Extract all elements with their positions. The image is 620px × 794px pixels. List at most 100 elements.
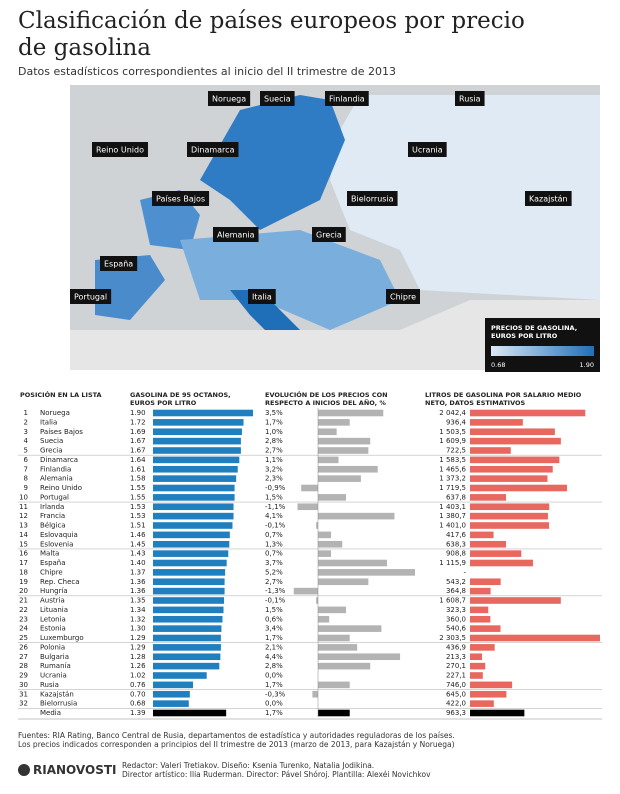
liters-label: 1 403,1 [439,503,466,511]
evolution-bar [318,625,382,632]
liters-label: 422,0 [446,700,466,708]
liters-label: 323,3 [446,606,466,614]
liters-bar [470,522,550,529]
price-label: 0.76 [130,681,146,689]
position: 7 [24,465,28,473]
map-label: Reino Unido [96,146,144,155]
price-bar [153,484,235,492]
position: 8 [24,475,28,483]
position: 3 [24,428,28,436]
liters-label: 2 042,4 [439,409,466,417]
price-bar [153,653,221,661]
price-label: 1.67 [130,447,146,455]
evolution-bar [318,475,361,482]
evolution-label: -0,1% [265,522,286,530]
position: 23 [19,615,28,623]
evolution-label: 2,8% [265,662,283,670]
price-label: 1.72 [130,418,146,426]
map-label: Portugal [74,293,107,302]
liters-bar [470,634,600,642]
price-label: 1.67 [130,437,146,445]
liters-label: 213,3 [446,653,466,661]
liters-bar [470,447,511,454]
price-label: 1.36 [130,578,146,586]
country: Eslovaquia [40,531,78,539]
price-label: 1.58 [130,475,146,483]
country: Media [40,709,61,717]
liters-bar [470,690,507,698]
liters-bar [470,531,494,539]
evolution-label: 2,7% [265,578,283,586]
land [95,255,165,320]
liters-label: 637,8 [446,493,466,501]
country: Irlanda [40,503,64,511]
liters-bar [470,662,486,670]
liters-label: 227,1 [446,672,466,680]
evolution-label: 0,7% [265,550,283,558]
map-label: Suecia [264,95,291,104]
price-bar [153,709,227,717]
evolution-label: 1,5% [265,606,283,614]
country: Chipre [40,568,63,576]
evolution-bar [316,597,318,604]
column-header: EVOLUCIÓN DE LOS PRECIOS CON [265,390,388,399]
evolution-bar [318,634,350,642]
price-label: 1.55 [130,484,146,492]
map-label-box [325,91,369,106]
price-bar [153,700,189,707]
title-line: de gasolina [18,35,151,61]
logo: RIANOVOSTI [33,763,116,777]
price-label: 1.29 [130,643,146,651]
liters-label: 746,0 [446,681,466,689]
liters-label: 1 583,5 [439,456,466,464]
liters-bar [470,512,548,520]
price-label: 1.69 [130,428,146,436]
price-label: 1.35 [130,597,146,605]
liters-label: 1 465,6 [439,465,466,473]
land [180,230,400,330]
position: 20 [19,587,28,595]
column-header: NETO, DATOS ESTIMATIVOS [425,399,526,407]
evolution-label: 2,7% [265,447,283,455]
evolution-label: 3,5% [265,409,283,417]
country: España [40,559,66,567]
map-label-box [208,91,251,106]
price-bar [153,615,223,623]
evolution-label: 2,1% [265,643,283,651]
liters-bar [470,606,489,614]
position: 25 [19,634,28,642]
map-label: Bielorrusia [351,195,394,204]
map-label-box [455,91,485,106]
land [200,95,345,230]
map-label-box [386,289,420,304]
price-label: 1.51 [130,522,146,530]
price-label: 1.53 [130,503,146,511]
price-bar [153,428,242,436]
liters-bar [470,597,561,604]
map-label-box [152,191,210,206]
price-bar [153,662,220,670]
evolution-label: 0,0% [265,672,283,680]
legend-gradient [491,346,594,356]
country: Hungría [40,587,68,595]
price-bar [153,634,221,642]
evolution-bar [318,456,339,464]
price-bar [153,597,225,604]
liters-label: 540,6 [446,625,467,633]
liters-bar [470,409,586,417]
liters-label: 963,3 [446,709,466,717]
price-label: 1.30 [130,625,146,633]
price-bar [153,644,221,651]
map [70,85,600,370]
country: Grecia [40,447,63,455]
price-label: 1.53 [130,512,146,520]
land [70,300,600,370]
map-label-box [248,289,276,304]
price-label: 1.32 [130,615,146,623]
evolution-label: 3,2% [265,465,283,473]
country: Países Bajos [40,428,83,436]
country: Bulgaria [40,653,69,661]
price-bar [153,475,237,482]
country: Francia [40,512,65,520]
country: Rumanía [40,662,71,670]
